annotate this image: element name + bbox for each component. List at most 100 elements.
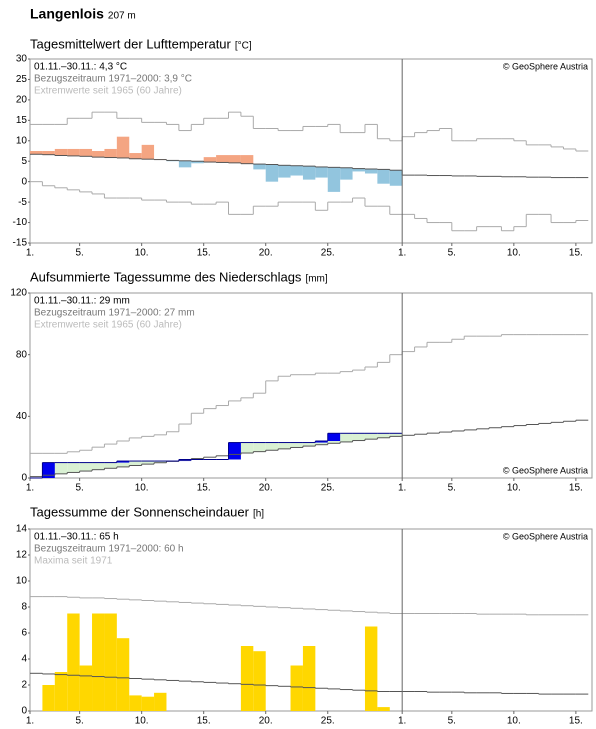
anomaly-bar <box>191 161 204 164</box>
anomaly-bar <box>203 157 217 163</box>
x-tick-label: 10. <box>507 248 521 259</box>
plot-frame <box>29 292 593 479</box>
chart-unit: [h] <box>253 509 264 520</box>
x-tick-label: 25. <box>321 483 335 494</box>
bar <box>290 665 303 711</box>
anomaly-bar <box>290 165 303 176</box>
anomaly-bar <box>116 136 130 158</box>
x-tick-label: 15. <box>197 716 211 727</box>
anomaly-bar <box>42 151 55 155</box>
excess-fill <box>104 462 117 469</box>
anomaly-bar <box>352 168 365 172</box>
y-tick-label: 0 <box>21 473 27 484</box>
excess-fill <box>389 433 403 437</box>
anomaly-bar <box>278 165 291 178</box>
excess-fill <box>377 433 390 438</box>
copyright: © GeoSphere Austria <box>503 465 588 475</box>
anomaly-bar <box>67 148 80 156</box>
excess-fill <box>290 442 303 448</box>
excess-fill <box>352 433 365 441</box>
x-tick-label: 5. <box>75 716 83 727</box>
bar <box>54 672 68 711</box>
bar <box>79 665 93 711</box>
y-tick-label: 30 <box>16 54 28 65</box>
anomaly-bar <box>315 166 328 178</box>
y-tick-label: 10 <box>16 576 28 587</box>
x-tick-label: 10. <box>135 483 149 494</box>
note: Extremwerte seit 1965 (60 Jahre) <box>34 86 182 97</box>
y-tick-label: 6 <box>21 628 27 639</box>
x-tick-label: 1. <box>398 483 406 494</box>
y-tick-label: 80 <box>16 349 28 360</box>
chart-title: Tagesmittelwert der Lufttemperatur <box>30 36 232 51</box>
x-tick-label: 5. <box>448 483 456 494</box>
station-elevation: 207 m <box>108 11 136 22</box>
y-tick-label: -15 <box>13 238 28 249</box>
anomaly-bar <box>228 155 241 163</box>
note: Bezugszeitraum 1971–2000: 27 mm <box>34 308 195 319</box>
anomaly-bar <box>327 167 341 192</box>
copyright: © GeoSphere Austria <box>503 531 588 541</box>
excess-fill <box>253 442 266 452</box>
excess-fill <box>265 442 279 451</box>
y-tick-label: 8 <box>21 602 27 613</box>
excess-fill <box>278 442 291 449</box>
x-tick-label: 1. <box>26 483 34 494</box>
x-tick-label: 10. <box>507 483 521 494</box>
y-tick-label: 5 <box>21 156 27 167</box>
excess-fill <box>54 462 68 474</box>
y-tick-label: 10 <box>16 135 28 146</box>
x-tick-label: 10. <box>135 248 149 259</box>
bar <box>253 651 266 711</box>
y-tick-label: 40 <box>16 411 28 422</box>
anomaly-bar <box>253 164 266 170</box>
note: Extremwerte seit 1965 (60 Jahre) <box>34 320 182 331</box>
anomaly-bar <box>30 151 43 155</box>
copyright: © GeoSphere Austria <box>503 61 588 71</box>
bar <box>364 626 378 711</box>
x-tick-label: 15. <box>197 483 211 494</box>
anomaly-bar <box>265 164 279 182</box>
x-tick-label: 15. <box>569 716 583 727</box>
y-tick-label: 25 <box>16 74 28 85</box>
anomaly-bar <box>141 144 155 160</box>
x-tick-label: 10. <box>507 716 521 727</box>
daily-increment <box>228 442 241 460</box>
bar <box>141 696 155 711</box>
y-tick-label: 12 <box>16 550 28 561</box>
bar <box>377 707 390 711</box>
excess-fill <box>129 461 142 466</box>
y-tick-label: 15 <box>16 115 28 126</box>
anomaly-bar <box>340 167 353 180</box>
anomaly-bar <box>178 160 192 168</box>
x-tick-label: 1. <box>26 716 34 727</box>
daily-increment <box>327 433 341 441</box>
anomaly-bar <box>302 166 316 180</box>
x-tick-label: 15. <box>569 248 583 259</box>
anomaly-bar <box>377 169 390 184</box>
note: 01.11.–30.11.: 29 mm <box>34 296 130 307</box>
excess-fill <box>340 433 353 442</box>
chart-unit: [mm] <box>305 274 327 285</box>
anomaly-bar <box>79 148 93 157</box>
x-tick-label: 1. <box>398 248 406 259</box>
bar <box>67 613 80 711</box>
bar <box>116 638 130 711</box>
chart-unit: [°C] <box>235 41 252 52</box>
excess-fill <box>154 461 167 463</box>
bar <box>240 646 254 711</box>
y-tick-label: 2 <box>21 680 27 691</box>
x-tick-label: 15. <box>197 248 211 259</box>
x-tick-label: 5. <box>75 483 83 494</box>
y-tick-label: -10 <box>13 217 28 228</box>
bar <box>104 613 117 711</box>
y-tick-label: 120 <box>10 288 27 299</box>
anomaly-bar <box>240 155 254 164</box>
y-tick-label: 4 <box>21 654 27 665</box>
y-tick-label: 0 <box>21 176 27 187</box>
chart-title: Aufsummierte Tagessumme des Niederschlag… <box>30 269 302 284</box>
x-tick-label: 5. <box>448 716 456 727</box>
excess-fill <box>315 441 328 445</box>
anomaly-bar <box>389 170 403 186</box>
